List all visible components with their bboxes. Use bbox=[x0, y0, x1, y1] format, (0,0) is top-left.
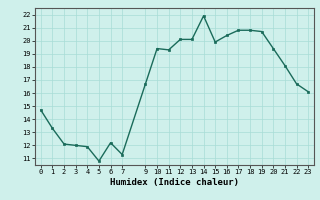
X-axis label: Humidex (Indice chaleur): Humidex (Indice chaleur) bbox=[110, 178, 239, 187]
